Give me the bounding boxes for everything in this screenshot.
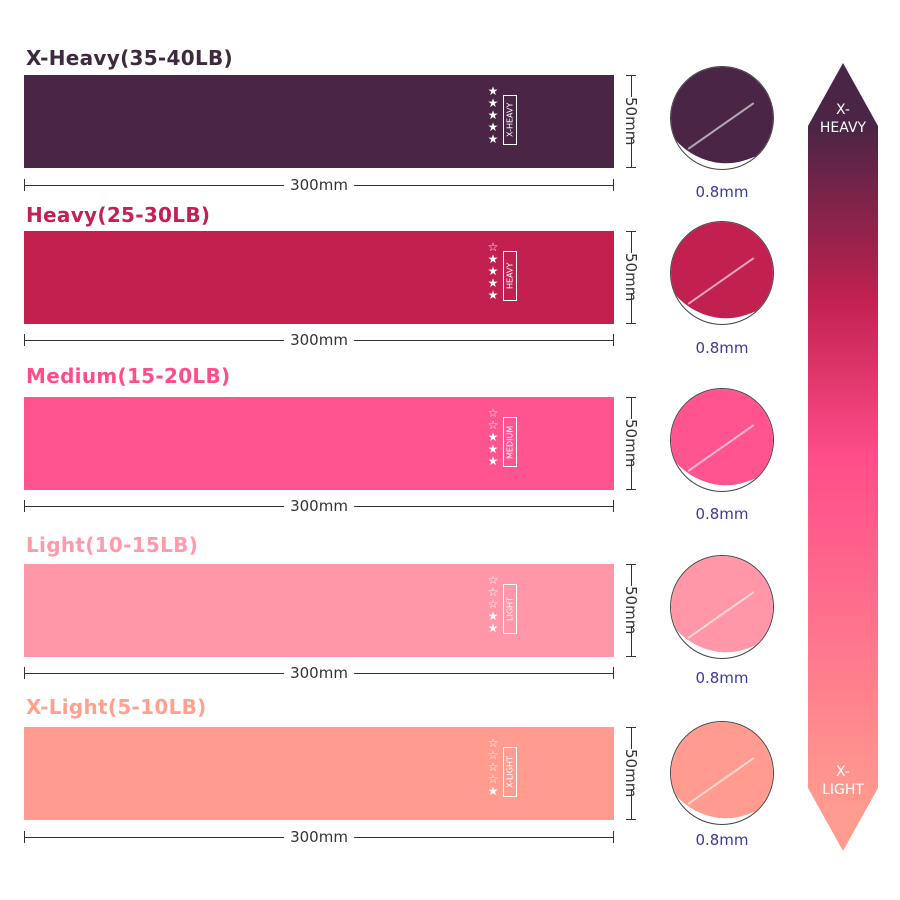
- width-dimension: 50mm: [622, 564, 640, 657]
- thickness-label: 0.8mm: [695, 183, 749, 201]
- star-empty-icon: ☆: [487, 597, 499, 611]
- star-empty-icon: ☆: [487, 772, 499, 786]
- thickness-label: 0.8mm: [695, 831, 749, 849]
- width-label: 50mm: [622, 97, 640, 146]
- star-empty-icon: ☆: [487, 240, 499, 254]
- band-level-tag: MEDIUM: [503, 417, 517, 467]
- star-filled-icon: ★: [487, 120, 499, 134]
- band-level-tag: HEAVY: [503, 251, 517, 301]
- star-rating: ★ ★ ★ ★ ☆: [486, 241, 500, 301]
- star-empty-icon: ☆: [487, 760, 499, 774]
- band-title: X-Light(5-10LB): [26, 695, 207, 719]
- resistance-band: ★ ☆ ☆ ☆ ☆ X-LIGHT: [24, 727, 614, 820]
- length-dimension: 300mm: [24, 664, 614, 682]
- resistance-band: ★ ★ ★ ★ ★ X-HEAVY: [24, 75, 614, 168]
- star-filled-icon: ★: [487, 276, 499, 290]
- star-empty-icon: ☆: [487, 736, 499, 750]
- thickness-label: 0.8mm: [695, 505, 749, 523]
- thickness-detail: [670, 221, 774, 325]
- star-filled-icon: ★: [487, 784, 499, 798]
- star-filled-icon: ★: [487, 108, 499, 122]
- star-empty-icon: ☆: [487, 573, 499, 587]
- star-empty-icon: ☆: [487, 406, 499, 420]
- star-filled-icon: ★: [487, 252, 499, 266]
- star-filled-icon: ★: [487, 84, 499, 98]
- width-label: 50mm: [622, 253, 640, 302]
- length-dimension: 300mm: [24, 176, 614, 194]
- width-label: 50mm: [622, 419, 640, 468]
- star-filled-icon: ★: [487, 442, 499, 456]
- scale-bottom-label: X- LIGHT: [822, 764, 864, 798]
- star-rating: ★ ☆ ☆ ☆ ☆: [486, 737, 500, 797]
- band-level-tag: X-HEAVY: [503, 95, 517, 145]
- thickness-label: 0.8mm: [695, 339, 749, 357]
- length-label: 300mm: [284, 176, 354, 194]
- resistance-band: ★ ★ ☆ ☆ ☆ LIGHT: [24, 564, 614, 657]
- star-filled-icon: ★: [487, 609, 499, 623]
- length-label: 300mm: [284, 497, 354, 515]
- star-filled-icon: ★: [487, 96, 499, 110]
- band-level-tag: X-LIGHT: [503, 747, 517, 797]
- star-rating: ★ ★ ☆ ☆ ☆: [486, 574, 500, 634]
- length-dimension: 300mm: [24, 331, 614, 349]
- width-dimension: 50mm: [622, 231, 640, 324]
- thickness-detail: [670, 66, 774, 170]
- star-filled-icon: ★: [487, 132, 499, 146]
- length-label: 300mm: [284, 664, 354, 682]
- star-filled-icon: ★: [487, 621, 499, 635]
- width-dimension: 50mm: [622, 75, 640, 168]
- length-dimension: 300mm: [24, 828, 614, 846]
- thickness-detail: [670, 721, 774, 825]
- thickness-detail: [670, 555, 774, 659]
- length-label: 300mm: [284, 828, 354, 846]
- resistance-band: ★ ★ ★ ☆ ☆ MEDIUM: [24, 397, 614, 490]
- star-filled-icon: ★: [487, 430, 499, 444]
- star-empty-icon: ☆: [487, 585, 499, 599]
- thickness-detail: [670, 388, 774, 492]
- resistance-scale-arrow: [808, 63, 878, 851]
- star-rating: ★ ★ ★ ☆ ☆: [486, 407, 500, 467]
- band-title: Heavy(25-30LB): [26, 203, 211, 227]
- star-filled-icon: ★: [487, 454, 499, 468]
- band-title: Medium(15-20LB): [26, 364, 231, 388]
- width-dimension: 50mm: [622, 727, 640, 820]
- band-level-tag: LIGHT: [503, 584, 517, 634]
- star-filled-icon: ★: [487, 264, 499, 278]
- scale-top-label: X- HEAVY: [819, 102, 867, 136]
- star-rating: ★ ★ ★ ★ ★: [486, 85, 500, 145]
- band-title: Light(10-15LB): [26, 533, 199, 557]
- star-empty-icon: ☆: [487, 418, 499, 432]
- band-title: X-Heavy(35-40LB): [26, 46, 233, 70]
- length-label: 300mm: [284, 331, 354, 349]
- width-dimension: 50mm: [622, 397, 640, 490]
- width-label: 50mm: [622, 586, 640, 635]
- star-empty-icon: ☆: [487, 748, 499, 762]
- thickness-label: 0.8mm: [695, 669, 749, 687]
- star-filled-icon: ★: [487, 288, 499, 302]
- width-label: 50mm: [622, 749, 640, 798]
- length-dimension: 300mm: [24, 497, 614, 515]
- resistance-band: ★ ★ ★ ★ ☆ HEAVY: [24, 231, 614, 324]
